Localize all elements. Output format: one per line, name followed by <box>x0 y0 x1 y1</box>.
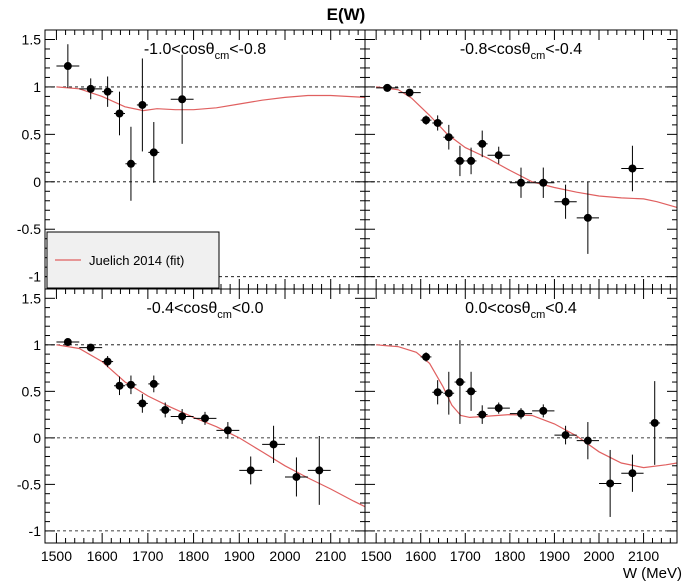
panel-top-right: -0.8<cosθcm<-0.4 <box>364 29 678 290</box>
data-point <box>455 378 464 387</box>
data-point <box>63 338 72 347</box>
data-point <box>405 88 414 97</box>
data-point <box>103 357 112 366</box>
y-tick-label: 0 <box>33 430 41 446</box>
data-point <box>467 156 476 165</box>
data-point <box>149 379 158 388</box>
y-tick-label: -0.5 <box>17 476 41 492</box>
panel-bottom-right: 1500 1600 1700 1800 1900 2000 2100 0.0<cosθcm<… <box>361 288 678 564</box>
panel-label: 0.0<cosθcm<0.4 <box>465 300 577 321</box>
data-point <box>444 133 453 142</box>
data-point <box>444 389 453 398</box>
data-point <box>422 116 431 125</box>
panel-frame <box>364 29 678 290</box>
data-point <box>561 431 570 440</box>
data-point <box>149 148 158 157</box>
data-point <box>467 387 476 396</box>
data-point <box>86 84 95 93</box>
panel-frame <box>364 288 678 544</box>
data-point <box>138 399 147 408</box>
data-point <box>478 410 487 419</box>
data-point <box>433 118 442 127</box>
data-point <box>178 412 187 421</box>
model-curve <box>376 344 678 469</box>
data-point <box>178 95 187 104</box>
data-point <box>517 178 525 187</box>
panel-top-left: -1 -0.5 0 0.5 1 1.5 -1.0<cosθcm<-0.8 <box>17 29 366 290</box>
x-tick-label: 1800 <box>494 548 525 564</box>
x-tick-label: 1900 <box>224 548 255 564</box>
legend-label: Juelich 2014 (fit) <box>89 253 184 268</box>
data-point <box>539 406 548 415</box>
data-point <box>115 381 124 390</box>
data-point <box>63 62 72 71</box>
data-point <box>383 83 392 92</box>
model-curve <box>376 86 678 208</box>
x-tick-label: 2000 <box>583 548 614 564</box>
x-tick-label: 1500 <box>361 548 392 564</box>
x-tick-label: 1900 <box>539 548 570 564</box>
y-tick-label: 1 <box>33 79 41 95</box>
y-tick-label: 0.5 <box>22 383 42 399</box>
panel-label: -0.8<cosθcm<-0.4 <box>460 41 582 62</box>
data-point <box>583 436 592 445</box>
y-tick-label: -0.5 <box>17 221 41 237</box>
data-point <box>494 404 503 413</box>
data-point <box>494 151 503 160</box>
data-point <box>539 178 548 187</box>
panel-label: -0.4<cosθcm<0.0 <box>147 300 264 321</box>
figure-title: E(W) <box>327 5 366 24</box>
data-point <box>628 164 637 173</box>
y-tick-label: -1 <box>29 269 42 285</box>
data-point <box>126 380 135 389</box>
data-point <box>517 409 525 418</box>
y-tick-label: 1 <box>33 337 41 353</box>
x-tick-label: 1500 <box>41 548 72 564</box>
data-point <box>201 414 209 423</box>
data-point <box>292 472 301 481</box>
y-tick-label: 1.5 <box>22 290 42 306</box>
panel-label: -1.0<cosθcm<-0.8 <box>144 41 266 62</box>
data-point <box>422 352 431 361</box>
x-axis-title: W (MeV) <box>623 565 682 582</box>
data-point <box>138 100 147 109</box>
data-point <box>478 139 487 148</box>
y-tick-label: 0 <box>33 174 41 190</box>
x-tick-label: 1600 <box>87 548 118 564</box>
x-tick-label: 1800 <box>178 548 209 564</box>
data-point <box>561 197 570 206</box>
data-point <box>315 466 324 475</box>
x-tick-label: 1600 <box>405 548 436 564</box>
data-point <box>103 87 112 96</box>
data-point <box>606 479 615 488</box>
y-tick-label: 0.5 <box>22 126 42 142</box>
data-point <box>650 418 659 427</box>
legend: Juelich 2014 (fit) <box>46 231 220 289</box>
data-point <box>583 213 592 222</box>
x-tick-label: 2000 <box>269 548 300 564</box>
x-tick-label: 1700 <box>450 548 481 564</box>
data-point <box>223 426 232 435</box>
model-curve <box>56 86 366 112</box>
y-tick-label: 1.5 <box>22 31 42 47</box>
panel-bottom-left: -1 -0.5 0 0.5 1 1.5 1500 1600 1700 1800 1900 2000 21… <box>17 288 366 564</box>
data-point <box>269 440 278 449</box>
data-point <box>115 109 124 118</box>
model-curve <box>56 344 366 508</box>
data-point <box>246 466 255 475</box>
data-point <box>86 343 95 352</box>
x-tick-label: 2100 <box>628 548 659 564</box>
data-point <box>161 405 170 414</box>
y-tick-label: -1 <box>29 523 42 539</box>
x-tick-label: 2100 <box>315 548 346 564</box>
data-point <box>628 469 637 478</box>
x-tick-label: 1700 <box>132 548 163 564</box>
data-point <box>126 159 135 168</box>
data-point <box>455 156 464 165</box>
data-point <box>433 388 442 397</box>
